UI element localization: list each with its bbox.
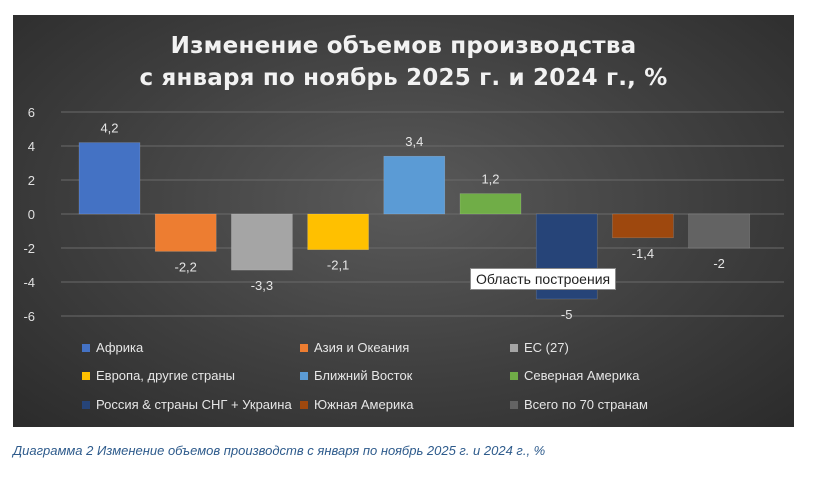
legend-item-7[interactable]: Россия & страны СНГ + Украина [82, 397, 292, 412]
chart-title-line-1: Изменение объемов производства [170, 33, 637, 59]
data-label-9: -2 [713, 256, 725, 271]
legend-swatch [300, 400, 308, 409]
bar-1 [78, 142, 141, 215]
legend-swatch [82, 400, 90, 409]
chart-title-line-2: с января по ноябрь 2025 г. и 2024 г., % [139, 65, 668, 91]
figure-caption: Диаграмма 2 Изменение объемов производст… [13, 443, 546, 458]
bar-3 [231, 213, 293, 271]
legend-label: Южная Америка [314, 397, 414, 412]
chart-panel: Изменение объемов производства с января … [13, 15, 794, 427]
legend-swatch [510, 343, 518, 352]
legend-item-8[interactable]: Южная Америка [300, 397, 413, 412]
legend-swatch [510, 371, 518, 380]
bar-5 [383, 155, 446, 215]
legend-label: ЕС (27) [524, 340, 569, 355]
plot-area-tooltip: Область построения [470, 268, 617, 290]
legend-item-5[interactable]: Ближний Восток [300, 368, 412, 383]
legend-swatch [82, 371, 90, 380]
bar-2 [154, 213, 217, 252]
legend-swatch [300, 371, 308, 380]
data-label-7: -5 [561, 307, 573, 322]
legend-item-1[interactable]: Африка [82, 340, 143, 355]
y-tick-label: -4 [23, 275, 35, 290]
data-label-4: -2,1 [327, 258, 349, 273]
bar-4 [307, 213, 369, 250]
legend-swatch [82, 343, 90, 352]
bar-8 [612, 213, 674, 239]
data-label-6: 1,2 [481, 172, 499, 187]
legend-label: Всего по 70 странам [524, 397, 648, 412]
y-tick-label: 6 [28, 105, 35, 120]
bar-9 [688, 213, 750, 249]
chart-plot-area[interactable]: 6 4 2 0 -2 -4 -6 4,2 -2,2 -3,3 -2,1 3,4 1,2 -5 -1,4 -2 [13, 15, 794, 427]
legend-swatch [510, 400, 518, 409]
data-label-8: -1,4 [632, 246, 654, 261]
legend-item-6[interactable]: Северная Америка [510, 368, 639, 383]
y-tick-label: -2 [23, 241, 35, 256]
legend-label: Россия & страны СНГ + Украина [96, 397, 292, 412]
y-tick-label: 0 [28, 207, 35, 222]
legend-label: Азия и Океания [314, 340, 410, 355]
data-label-1: 4,2 [100, 121, 118, 136]
legend-label: Северная Америка [524, 368, 640, 383]
legend-item-4[interactable]: Европа, другие страны [82, 368, 235, 383]
legend-item-9[interactable]: Всего по 70 странам [510, 397, 648, 412]
legend-label: Европа, другие страны [96, 368, 235, 383]
data-label-5: 3,4 [405, 134, 423, 149]
legend-item-2[interactable]: Азия и Океания [300, 340, 409, 355]
legend-label: Ближний Восток [314, 368, 413, 383]
y-tick-label: 4 [28, 139, 35, 154]
data-label-3: -3,3 [251, 278, 273, 293]
y-tick-label: -6 [23, 309, 35, 324]
legend-label: Африка [96, 340, 144, 355]
legend-item-3[interactable]: ЕС (27) [510, 340, 569, 355]
legend-swatch [300, 343, 308, 352]
data-label-2: -2,2 [174, 259, 196, 274]
y-tick-label: 2 [28, 173, 35, 188]
bar-6 [459, 193, 522, 215]
